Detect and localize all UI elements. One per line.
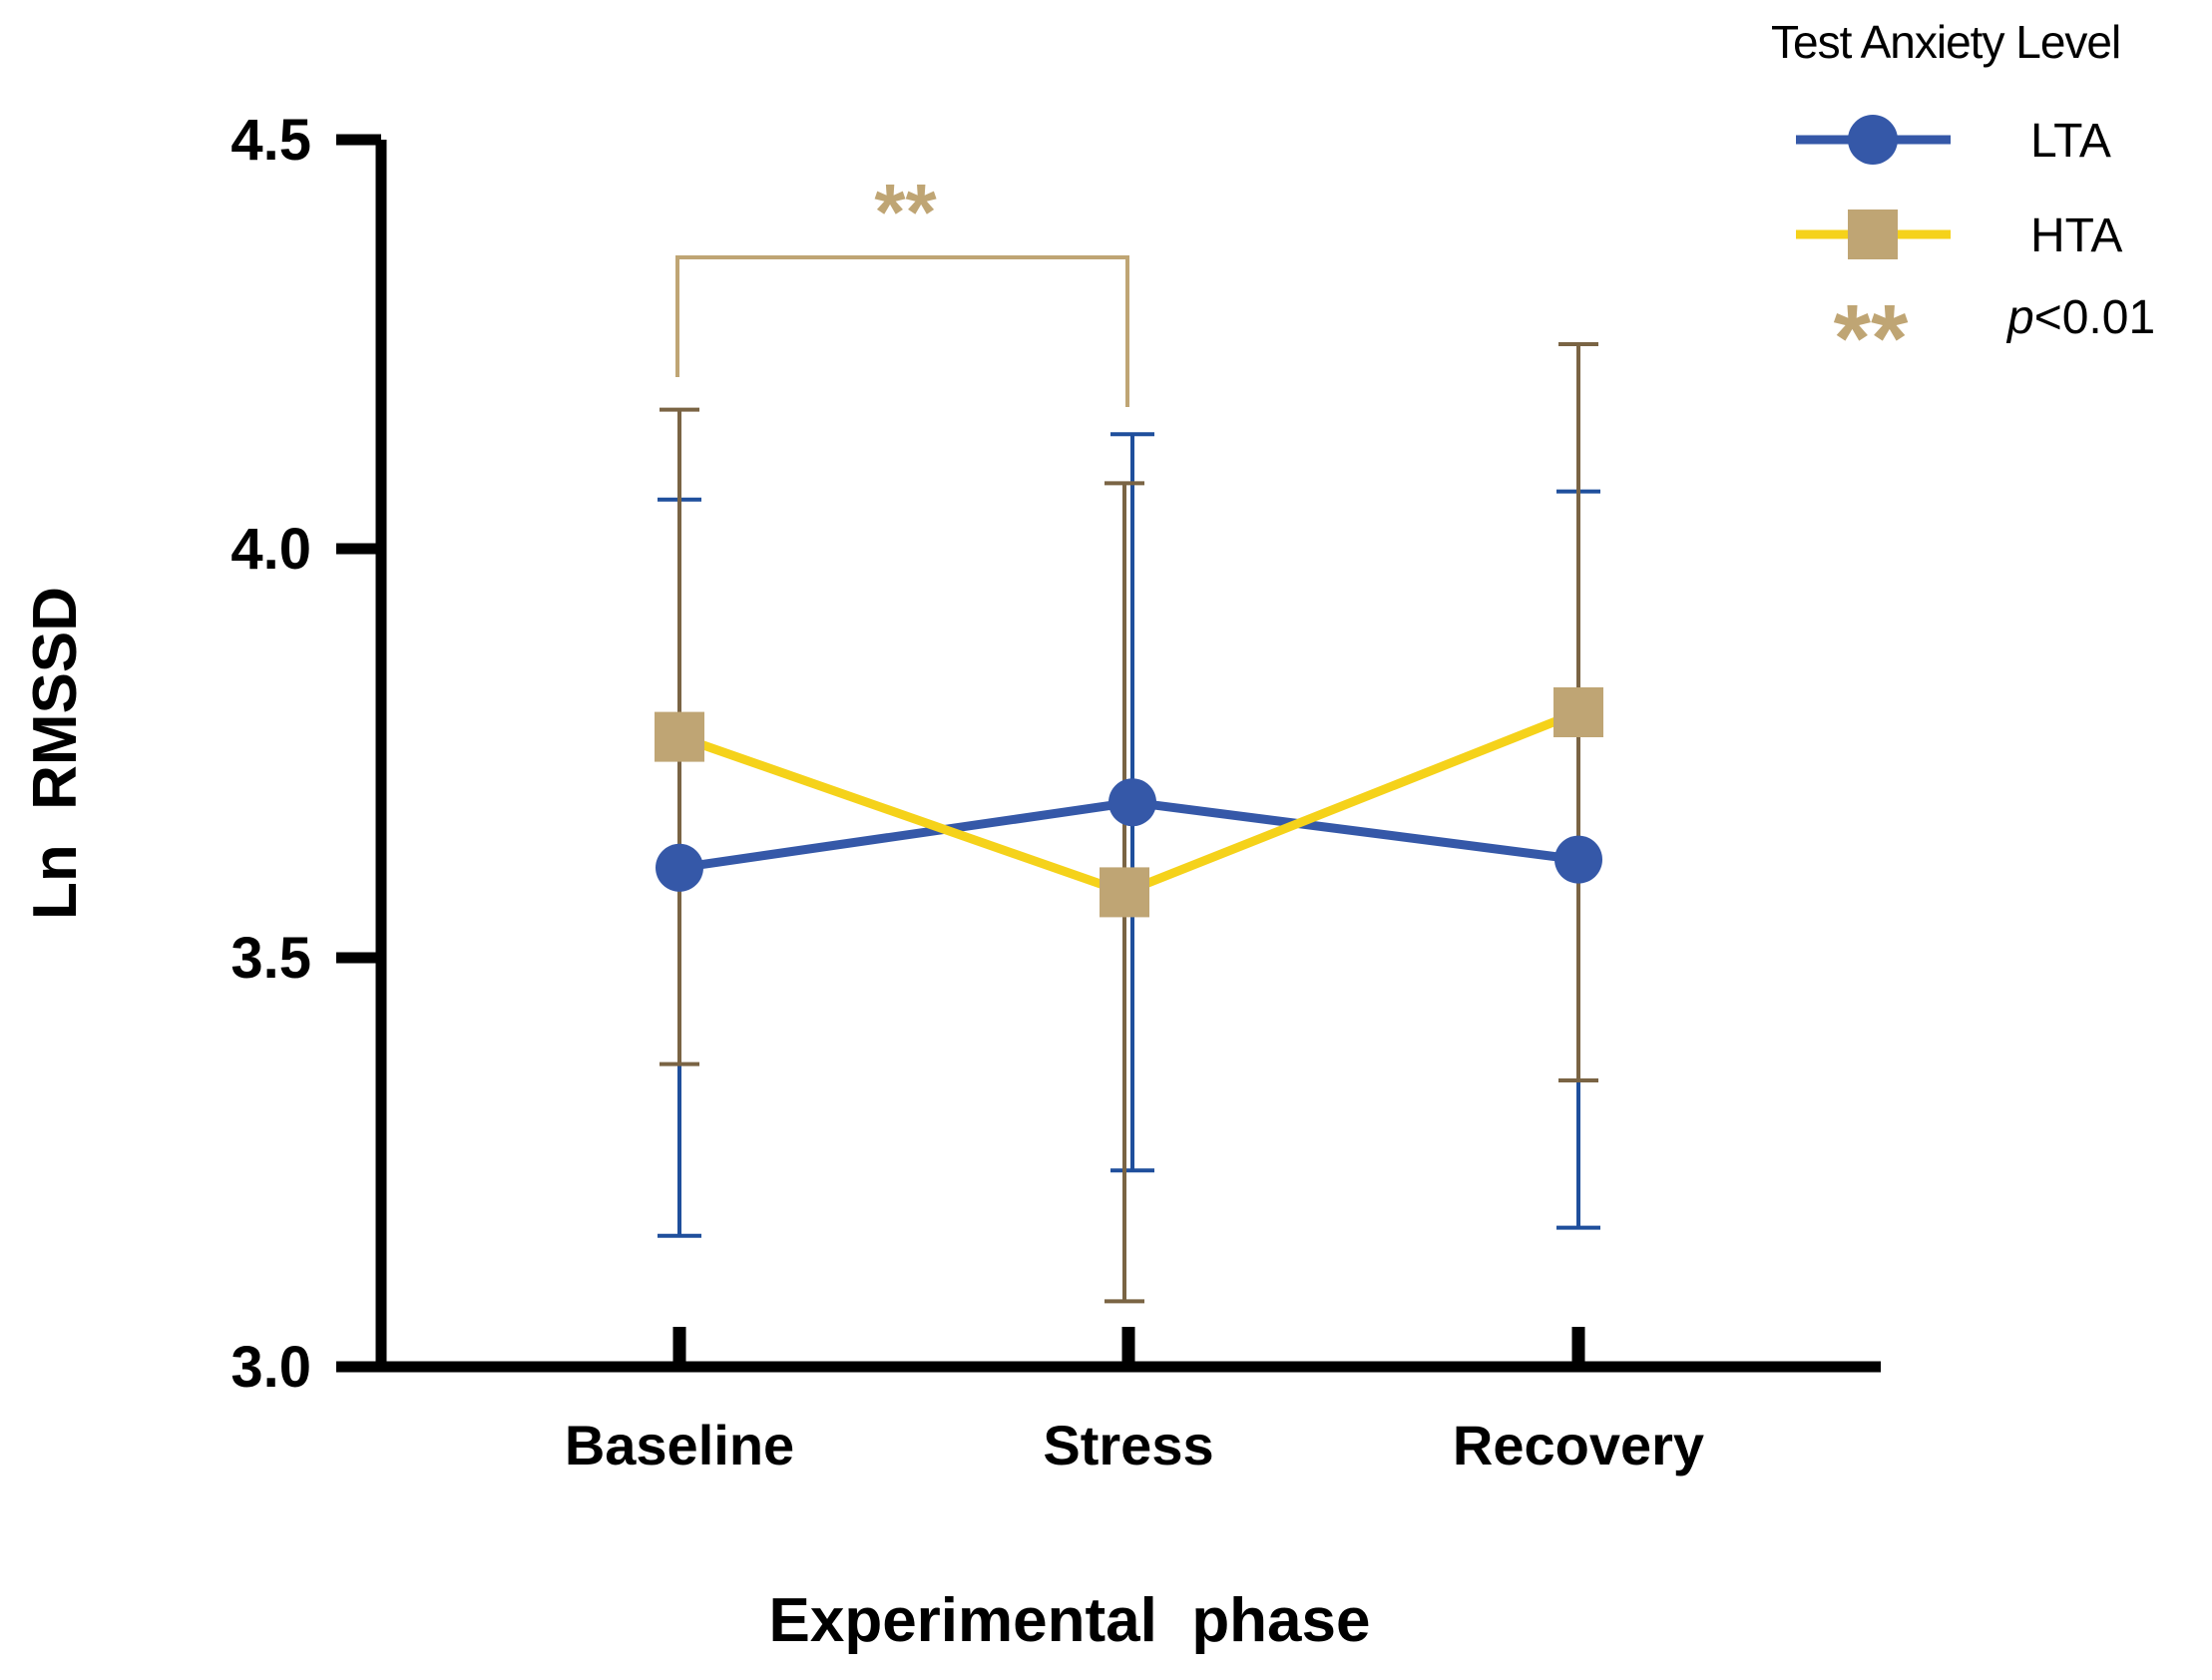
x-axis-title: Experimental phase [768, 1586, 1370, 1655]
x-axis-ticks: Baseline Stress Recovery [565, 1327, 1704, 1476]
legend-significance-text: p<0.01 [2005, 291, 2155, 344]
legend-item-significance: ** p<0.01 [1834, 285, 2156, 392]
data-point-hta-stress [1100, 867, 1149, 918]
legend-title: Test Anxiety Level [1771, 16, 2120, 68]
data-point-lta-stress [1108, 778, 1156, 827]
legend: Test Anxiety Level LTA HTA ** p<0.01 [1771, 16, 2155, 392]
data-point-hta-recovery [1553, 687, 1603, 737]
legend-significance-symbol: ** [1834, 285, 1909, 392]
x-tick-label-stress: Stress [1043, 1414, 1213, 1476]
legend-label-lta: LTA [2030, 115, 2111, 168]
legend-item-lta: LTA [1796, 115, 2111, 168]
y-tick-label: 4.0 [230, 517, 311, 582]
y-axis-title: Ln RMSSD [21, 587, 90, 920]
legend-marker-lta [1848, 115, 1898, 165]
x-tick-label-baseline: Baseline [565, 1414, 794, 1476]
y-tick-label: 3.5 [230, 926, 311, 991]
y-axis-ticks: 3.0 3.5 4.0 4.5 [230, 108, 381, 1400]
legend-label-hta: HTA [2030, 210, 2122, 262]
significance-label: ** [874, 168, 937, 256]
y-tick-label: 3.0 [230, 1335, 311, 1400]
data-point-lta-baseline [656, 843, 703, 892]
significance-annotation: ** [675, 168, 1129, 407]
significance-bracket [675, 255, 1129, 407]
y-tick-label: 4.5 [230, 108, 311, 173]
data-point-lta-recovery [1554, 835, 1602, 884]
legend-item-hta: HTA [1796, 210, 2122, 262]
series-markers [655, 687, 1603, 918]
data-point-hta-baseline [655, 711, 704, 762]
x-tick-label-recovery: Recovery [1453, 1414, 1704, 1476]
legend-marker-hta [1848, 210, 1898, 259]
